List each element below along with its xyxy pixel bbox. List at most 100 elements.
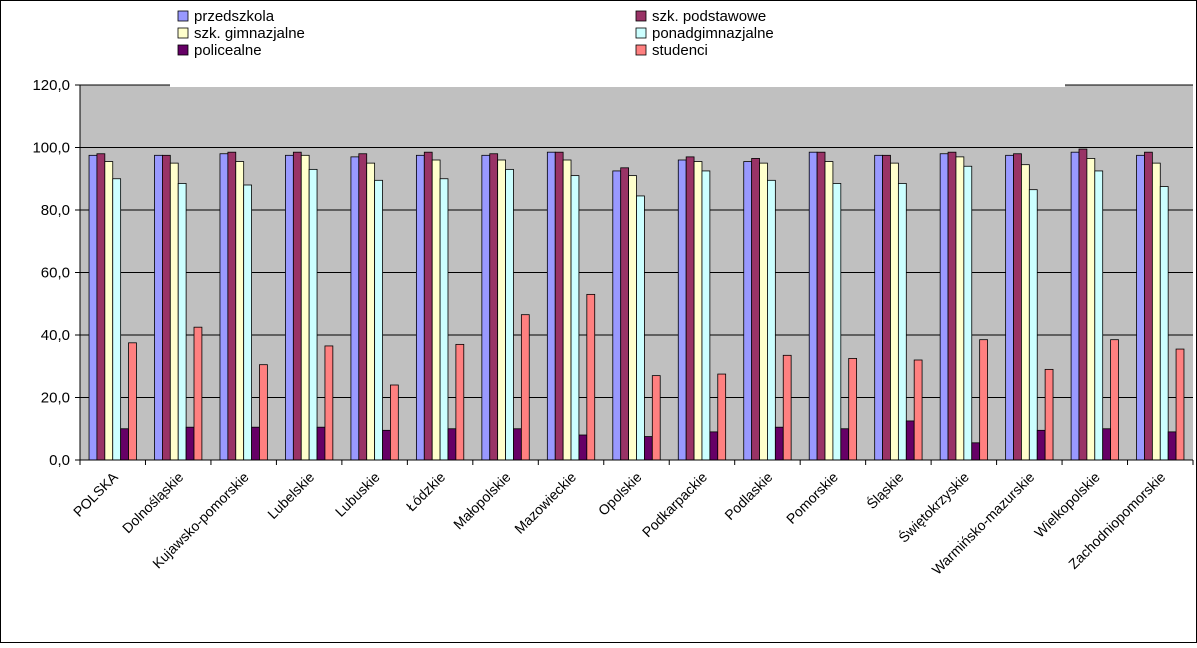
legend-swatch [177,27,189,39]
bar [382,429,391,461]
bar [285,154,294,461]
y-tick-label: 0,0 [49,452,70,469]
bar [1005,154,1014,461]
bar [913,359,923,461]
bar [1175,348,1185,461]
bar [751,158,760,461]
bar [890,162,899,461]
bar [939,153,949,461]
bar [300,154,310,461]
y-tick-labels: 0,0 20,0 40,0 60,0 80,0 100,0 120,0 [32,77,70,469]
bar [1094,170,1104,461]
bar [905,420,915,461]
bar [709,431,719,461]
bar [759,162,768,461]
bar [1151,162,1161,461]
bar [497,159,506,461]
bar [447,428,457,461]
y-tick-label: 40,0 [41,327,70,344]
bar [162,154,171,461]
bar [259,364,268,461]
bar [774,426,784,461]
bar [251,426,260,461]
bar [808,151,818,461]
bar [1136,154,1145,461]
bar [612,170,622,461]
bar [840,428,850,461]
bar [743,161,753,461]
legend: przedszkola szk. podstawowe szk. gimnazjal… [170,5,1065,87]
bar [848,358,858,461]
legend-swatch [635,10,647,22]
bar [947,151,957,461]
legend-label: ponadgimnazjalne [652,25,774,42]
bar [112,178,122,461]
legend-swatch [177,44,189,56]
bar [1036,429,1046,461]
bar [481,154,491,461]
legend-label: studenci [652,42,708,59]
bar [651,375,661,461]
legend-swatch [635,44,647,56]
bar [562,159,572,461]
bar [455,343,465,461]
bar [1028,189,1038,461]
bar [554,151,564,461]
bar [717,373,727,461]
bar [578,434,588,461]
bar [816,151,826,461]
bar [219,153,229,461]
legend-swatch [635,27,647,39]
bar [677,159,687,461]
bar [685,156,695,461]
bar [693,161,703,461]
legend-label: szk. podstawowe [652,8,766,25]
bar [971,442,981,461]
bar [832,183,842,461]
bar [390,384,399,461]
bar [628,175,637,461]
bar [1086,158,1096,461]
bar [782,354,792,461]
legend-label: szk. gimnazjalne [194,25,305,42]
bar [1070,151,1080,461]
y-tick-label: 120,0 [32,77,70,94]
bar [513,428,522,461]
bar [193,326,203,461]
bars [88,148,1185,461]
legend-box [170,5,1065,87]
bar [358,153,368,461]
bar [620,167,630,461]
bar [882,154,891,461]
bar [243,184,252,461]
y-tick-label: 100,0 [32,140,70,157]
bar [767,179,776,461]
bar [963,165,973,461]
bar [308,168,318,461]
bar [350,156,360,461]
bar [824,161,834,461]
bar [292,151,302,461]
bar [897,183,907,461]
bar [1044,368,1054,461]
bar [227,151,237,461]
bar [570,175,580,461]
bar [324,345,334,461]
bar [439,178,449,461]
bar [520,314,530,461]
bar [489,153,499,461]
bar [423,151,433,461]
bar [1159,186,1169,461]
y-tick-label: 80,0 [41,202,70,219]
legend-label: policealne [194,42,262,59]
bar [154,154,163,461]
bar [1144,151,1153,461]
bar [955,156,965,461]
bar [586,293,596,461]
legend-swatch [177,10,189,22]
bar [120,428,129,461]
bar [88,154,98,461]
bar [235,161,245,461]
bar [505,168,514,461]
